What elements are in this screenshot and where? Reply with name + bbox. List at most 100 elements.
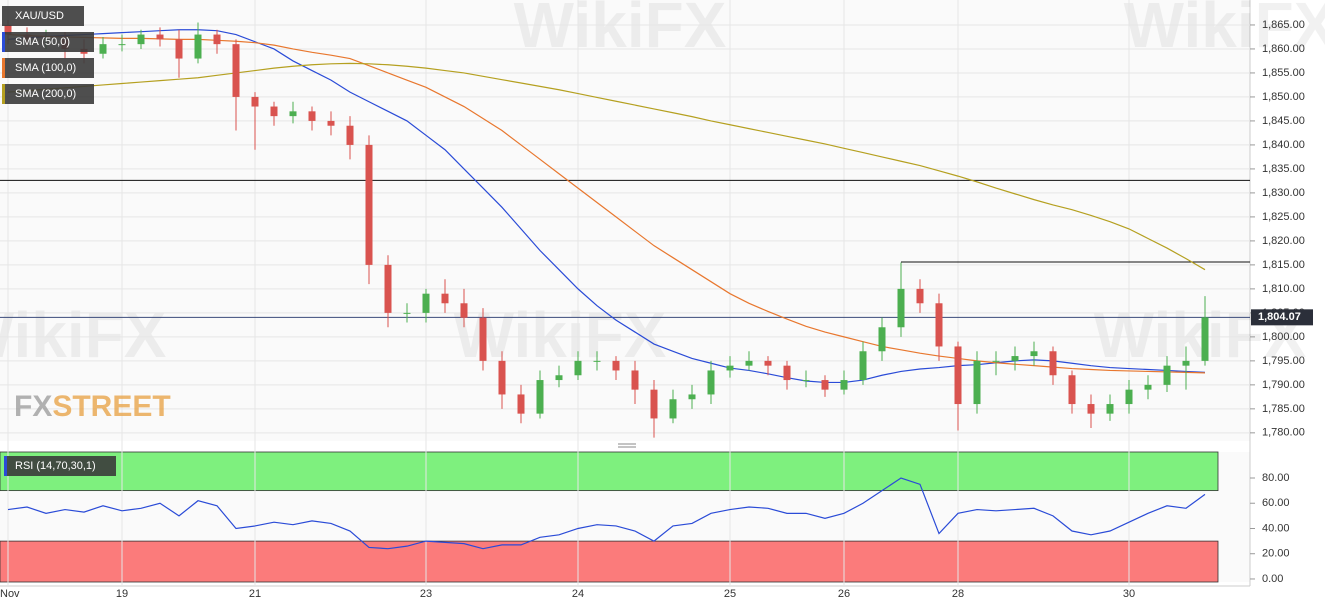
candle-body (555, 375, 563, 381)
candle-body (840, 380, 848, 390)
candle-body (270, 106, 278, 117)
y-tick-label: 1,865.00 (1262, 19, 1305, 31)
candle-body (612, 360, 620, 371)
watermark-part: STREET (52, 390, 170, 423)
candle-body (384, 264, 392, 313)
legend-label: SMA (200,0) (15, 88, 76, 100)
candle-body (935, 303, 943, 347)
y-tick-label: 1,850.00 (1262, 91, 1305, 103)
candle-body (175, 39, 183, 59)
y-tick-label: 1,810.00 (1262, 283, 1305, 295)
x-tick-label: 19 (116, 588, 128, 600)
candle-body (460, 303, 468, 318)
candle-body (498, 360, 506, 395)
resize-handle[interactable] (618, 443, 636, 448)
legend-label: RSI (14,70,30,1) (15, 460, 96, 472)
x-tick-label: 25 (724, 588, 736, 600)
candle-body (973, 360, 981, 405)
candle-body (1068, 375, 1076, 405)
rsi-overbought-zone (0, 451, 1219, 492)
candle-body (1201, 317, 1209, 361)
sma-line (7, 33, 1206, 374)
candle-body (878, 327, 886, 352)
y-tick-label: 1,785.00 (1262, 403, 1305, 415)
candle-body (536, 380, 544, 414)
y-tick-label: 1,830.00 (1262, 187, 1305, 199)
candle-body (327, 120, 335, 126)
candle-body (1030, 351, 1038, 357)
candle-body (821, 380, 829, 390)
y-tick-label: 1,845.00 (1262, 115, 1305, 127)
candle-body (118, 44, 126, 46)
legend-box (2, 84, 94, 104)
last-price-tag (1251, 309, 1313, 326)
candle-body (1182, 360, 1190, 366)
y-tick-label: 1,780.00 (1262, 427, 1305, 439)
candle-body (916, 288, 924, 304)
candle-body (1011, 356, 1019, 361)
legend-swatch (2, 84, 5, 104)
legend-label: SMA (50,0) (15, 36, 70, 48)
legend-box (2, 6, 84, 26)
last-price-label: 1,804.07 (1258, 311, 1301, 323)
y-tick-label: 1,835.00 (1262, 163, 1305, 175)
y-tick-label: 1,795.00 (1262, 355, 1305, 367)
candle-body (745, 360, 753, 366)
y-tick-label: 80.00 (1262, 472, 1290, 484)
legend-box (2, 58, 94, 78)
rsi-line (7, 477, 1206, 550)
y-tick-label: 20.00 (1262, 548, 1290, 560)
candle-body (1125, 389, 1133, 405)
candle-body (1144, 384, 1152, 390)
candle-body (593, 360, 601, 362)
x-tick-label: 30 (1123, 588, 1135, 600)
y-tick-label: 1,820.00 (1262, 235, 1305, 247)
candle-body (992, 360, 1000, 362)
candle-body (1087, 404, 1095, 414)
candle-body (1049, 351, 1057, 376)
candle-body (156, 34, 164, 40)
candle-body (232, 44, 240, 97)
sma-line (7, 29, 1206, 384)
legend-box (2, 32, 94, 52)
legend-swatch (2, 58, 5, 78)
candle-body (137, 34, 145, 45)
watermark-overlay: WikiFX (514, 0, 727, 61)
watermark-overlay: WikiFX (1124, 0, 1325, 61)
sma-line (7, 62, 1206, 271)
y-tick-label: 1,860.00 (1262, 43, 1305, 55)
candle-body (441, 293, 449, 304)
y-tick-label: 1,825.00 (1262, 211, 1305, 223)
candle-body (764, 360, 772, 366)
watermark-part: FX (14, 390, 52, 423)
candle-body (1106, 404, 1114, 414)
candle-body (422, 293, 430, 313)
y-tick-label: 1,790.00 (1262, 379, 1305, 391)
legend-box (4, 456, 116, 476)
x-tick-label: Nov (0, 588, 20, 600)
legend-swatch (2, 32, 5, 52)
candle-body (631, 370, 639, 390)
y-tick-label: 1,800.00 (1262, 331, 1305, 343)
candle-body (1163, 365, 1171, 385)
candle-body (346, 125, 354, 145)
watermark-overlay: WikiFX (454, 299, 667, 371)
candle-body (897, 288, 905, 328)
y-tick-label: 1,855.00 (1262, 67, 1305, 79)
candle-body (650, 389, 658, 419)
y-tick-label: 60.00 (1262, 497, 1290, 509)
candle-body (954, 346, 962, 405)
candle-body (517, 394, 525, 414)
candle-body (479, 317, 487, 361)
candle-body (4, 24, 12, 35)
legend-label: XAU/USD (15, 10, 64, 22)
candle-body (99, 44, 107, 54)
x-tick-label: 28 (952, 588, 964, 600)
candle-body (859, 351, 867, 381)
rsi-oversold-zone (0, 540, 1219, 583)
candle-body (403, 312, 411, 314)
y-tick-label: 40.00 (1262, 522, 1290, 534)
candle-body (707, 370, 715, 395)
y-tick-label: 1,840.00 (1262, 139, 1305, 151)
